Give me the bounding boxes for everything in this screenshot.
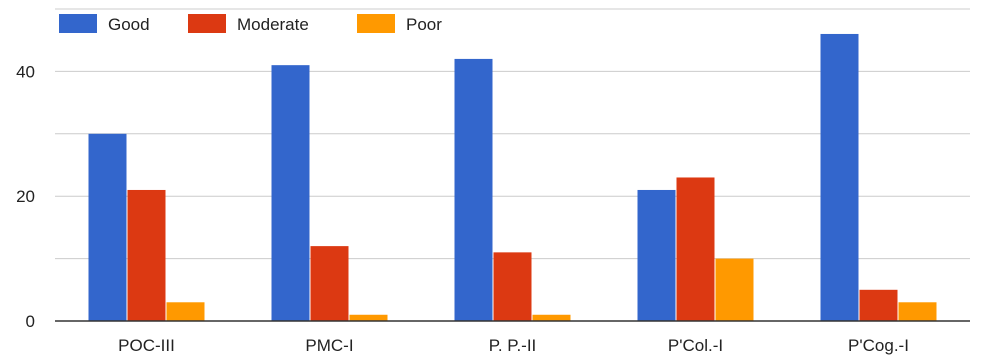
- bar-moderate-2: [494, 252, 532, 321]
- x-tick-label: P'Cog.-I: [848, 336, 909, 355]
- legend-swatch-good: [59, 14, 97, 33]
- bar-good-3: [638, 190, 676, 321]
- x-tick-label: P. P.-II: [489, 336, 537, 355]
- y-tick-label: 40: [16, 62, 35, 81]
- bar-poor-3: [716, 259, 754, 321]
- bar-moderate-0: [128, 190, 166, 321]
- legend-swatch-poor: [357, 14, 395, 33]
- x-tick-label: P'Col.-I: [668, 336, 723, 355]
- bar-moderate-3: [677, 177, 715, 321]
- bar-poor-1: [350, 315, 388, 321]
- legend: Good Moderate Poor: [59, 14, 442, 34]
- y-tick-label: 0: [26, 312, 35, 331]
- bar-poor-2: [533, 315, 571, 321]
- bar-good-4: [821, 34, 859, 321]
- legend-label-poor: Poor: [406, 15, 442, 34]
- legend-swatch-moderate: [188, 14, 226, 33]
- bar-poor-0: [167, 302, 205, 321]
- legend-label-moderate: Moderate: [237, 15, 309, 34]
- bar-good-0: [89, 134, 127, 321]
- x-tick-label: POC-III: [118, 336, 175, 355]
- legend-label-good: Good: [108, 15, 150, 34]
- bar-poor-4: [899, 302, 937, 321]
- x-tick-label: PMC-I: [305, 336, 353, 355]
- bars: [89, 34, 937, 321]
- y-tick-label: 20: [16, 187, 35, 206]
- bar-good-1: [272, 65, 310, 321]
- bar-good-2: [455, 59, 493, 321]
- bar-moderate-4: [860, 290, 898, 321]
- bar-moderate-1: [311, 246, 349, 321]
